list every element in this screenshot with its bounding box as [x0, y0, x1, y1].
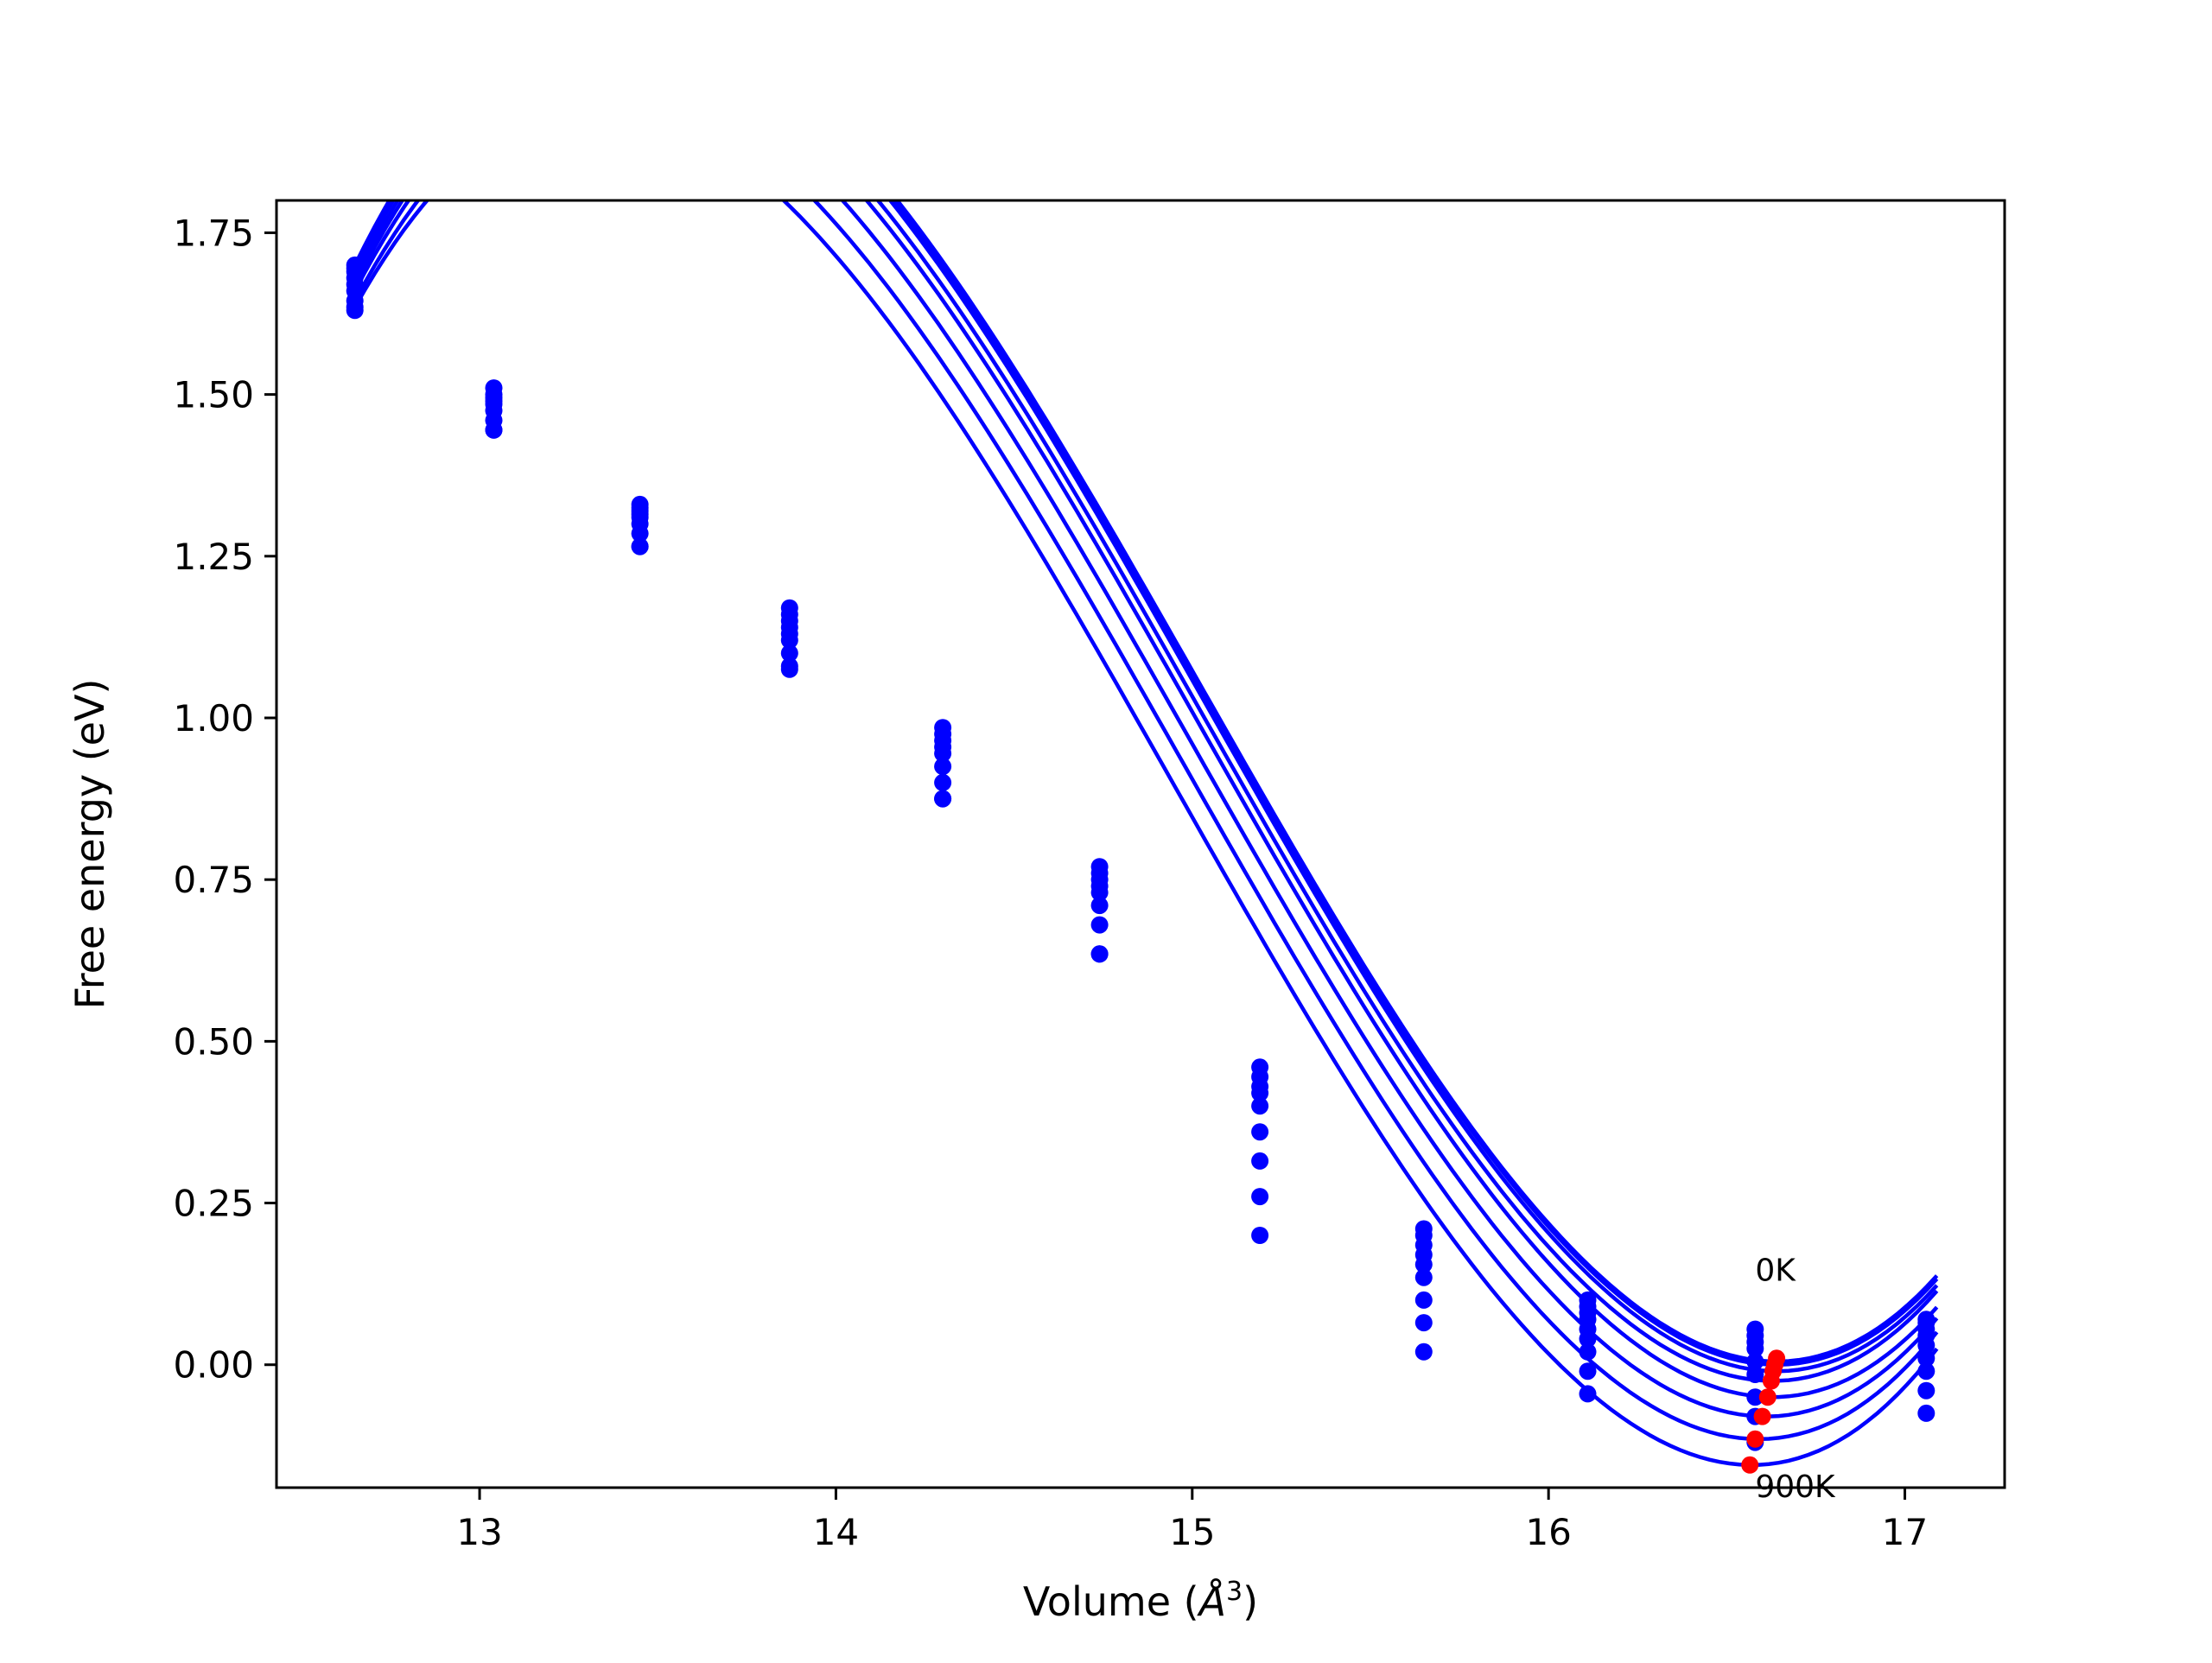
- fit-curve: [353, 200, 1939, 1374]
- data-point: [1414, 1342, 1433, 1361]
- y-tick-label: 1.50: [173, 374, 254, 416]
- y-tick-label: 1.00: [173, 697, 254, 739]
- data-point: [1579, 1342, 1597, 1361]
- data-point: [780, 632, 798, 650]
- data-point: [1414, 1314, 1433, 1332]
- y-tick-label: 0.50: [173, 1020, 254, 1063]
- data-point: [1746, 1388, 1764, 1406]
- data-point: [780, 644, 798, 663]
- fit-curve: [353, 200, 1939, 1383]
- y-tick-label: 0.25: [173, 1183, 254, 1225]
- data-point: [1746, 1353, 1764, 1370]
- data-point: [934, 758, 952, 776]
- x-tick-label: 17: [1882, 1511, 1928, 1553]
- x-tick-label: 13: [456, 1511, 502, 1553]
- x-axis-ticks: 13 14 15 16 17: [456, 1488, 1928, 1553]
- annotation-label: 0K: [1755, 1253, 1796, 1288]
- data-point: [780, 660, 798, 678]
- data-point: [1251, 1188, 1269, 1206]
- data-point: [1414, 1291, 1433, 1309]
- data-point: [934, 790, 952, 808]
- data-point: [1746, 1340, 1764, 1357]
- fit-curve: [353, 200, 1939, 1442]
- y-axis-ticks: 0.00 0.25 0.50 0.75 1.00 1.25 1.50 1.75: [173, 212, 276, 1387]
- data-point: [1090, 916, 1109, 934]
- y-tick-label: 1.75: [173, 212, 254, 254]
- data-point: [346, 301, 364, 320]
- data-point: [1090, 897, 1109, 915]
- minima-points: [1741, 1349, 1786, 1474]
- minimum-point: [1741, 1456, 1759, 1474]
- x-tick-label: 16: [1525, 1511, 1571, 1553]
- data-point: [1251, 1227, 1269, 1244]
- y-tick-label: 0.00: [173, 1344, 254, 1387]
- x-tick-label: 15: [1169, 1511, 1215, 1553]
- data-point: [1917, 1336, 1936, 1355]
- data-point: [1917, 1381, 1936, 1400]
- data-point: [1251, 1097, 1269, 1115]
- fit-curve: [353, 200, 1939, 1468]
- minimum-point: [1746, 1430, 1764, 1448]
- plot-frame: [275, 199, 2006, 1489]
- data-point: [1917, 1404, 1936, 1422]
- data-point: [1579, 1385, 1597, 1403]
- annotations: 0K 900K: [1755, 1253, 1836, 1505]
- x-axis-title: Volume (Å3): [1023, 1577, 1258, 1625]
- data-point: [1090, 884, 1109, 902]
- data-point: [1414, 1268, 1433, 1286]
- data-point: [1917, 1362, 1936, 1381]
- annotation-label: 900K: [1755, 1469, 1836, 1505]
- fit-curves: [353, 200, 1939, 1468]
- data-point: [1414, 1255, 1433, 1273]
- data-point: [1090, 945, 1109, 963]
- data-point: [934, 745, 952, 763]
- data-point: [1917, 1349, 1936, 1368]
- minimum-point: [1762, 1372, 1780, 1390]
- data-point: [1251, 1084, 1269, 1102]
- data-point: [1251, 1123, 1269, 1141]
- fit-curve: [353, 200, 1939, 1400]
- data-point: [1251, 1152, 1269, 1170]
- data-point: [631, 537, 649, 555]
- data-point: [934, 773, 952, 791]
- data-point: [1579, 1330, 1597, 1348]
- y-tick-label: 0.75: [173, 859, 254, 901]
- data-point: [631, 524, 649, 543]
- data-point: [1579, 1362, 1597, 1381]
- data-point: [1746, 1366, 1764, 1383]
- y-tick-label: 1.25: [173, 536, 254, 578]
- data-points: [346, 256, 1936, 1451]
- fit-curve: [353, 200, 1939, 1367]
- fit-curve: [353, 200, 1939, 1419]
- minimum-point: [1758, 1388, 1777, 1406]
- data-point: [485, 421, 503, 439]
- y-axis-title: Free energy (eV): [67, 679, 113, 1010]
- x-tick-label: 14: [813, 1511, 859, 1553]
- minimum-point: [1753, 1407, 1771, 1425]
